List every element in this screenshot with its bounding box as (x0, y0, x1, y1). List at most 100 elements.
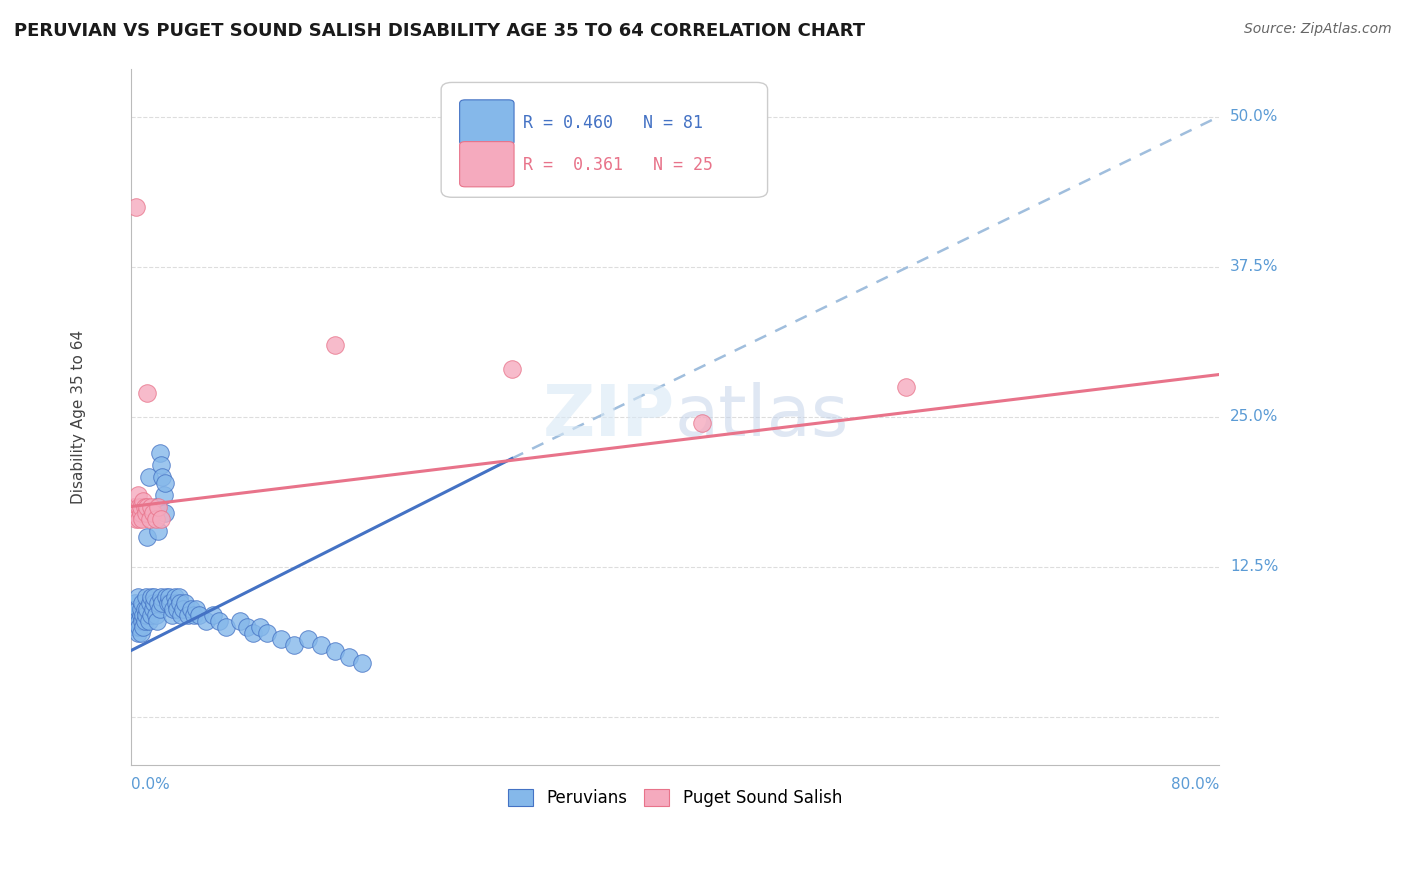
Point (136, 500, 159, 514)
Point (162, 601, 184, 615)
Text: ZIP: ZIP (543, 382, 675, 451)
Text: Disability Age 35 to 64: Disability Age 35 to 64 (72, 329, 86, 504)
Point (125, 511, 148, 525)
Point (122, 500, 145, 514)
Point (235, 619, 257, 633)
Point (172, 601, 194, 615)
Point (156, 595, 179, 609)
Point (186, 601, 208, 615)
Point (256, 625, 278, 640)
Point (127, 487, 149, 501)
Point (169, 595, 191, 609)
Point (136, 601, 159, 615)
Point (148, 524, 170, 538)
Point (150, 469, 173, 483)
Point (150, 595, 173, 609)
Point (183, 607, 205, 622)
Point (352, 656, 374, 670)
Point (323, 643, 346, 657)
Point (146, 614, 169, 628)
Point (229, 614, 252, 628)
Point (136, 385, 159, 400)
Point (215, 619, 238, 633)
Point (159, 595, 181, 609)
Point (124, 595, 146, 609)
Legend: Peruvians, Puget Sound Salish: Peruvians, Puget Sound Salish (501, 780, 851, 815)
Point (139, 595, 162, 609)
Point (153, 475, 176, 490)
Point (149, 458, 172, 472)
Point (160, 607, 183, 622)
FancyBboxPatch shape (460, 100, 515, 145)
Point (139, 506, 162, 520)
Point (138, 614, 160, 628)
FancyBboxPatch shape (460, 142, 515, 186)
Point (177, 607, 200, 622)
Point (136, 529, 159, 543)
Point (141, 607, 163, 622)
Point (132, 493, 155, 508)
Point (142, 601, 165, 615)
Point (148, 500, 170, 514)
Point (297, 632, 319, 646)
Point (125, 200, 148, 214)
Text: 37.5%: 37.5% (1230, 259, 1278, 274)
Point (124, 506, 146, 520)
Point (141, 500, 163, 514)
Point (135, 506, 157, 520)
Point (896, 379, 918, 393)
Point (124, 619, 146, 633)
Point (135, 607, 157, 622)
Point (122, 607, 145, 622)
Point (132, 607, 155, 622)
Point (125, 601, 148, 615)
Text: 80.0%: 80.0% (1171, 777, 1219, 791)
Point (132, 619, 155, 633)
Point (180, 601, 202, 615)
Point (242, 625, 264, 640)
Point (131, 511, 153, 525)
Point (149, 445, 172, 459)
Point (270, 632, 292, 646)
Point (128, 511, 150, 525)
Point (131, 614, 153, 628)
Point (149, 511, 172, 525)
Point (145, 607, 167, 622)
Point (131, 595, 153, 609)
Point (127, 601, 149, 615)
Text: PERUVIAN VS PUGET SOUND SALISH DISABILITY AGE 35 TO 64 CORRELATION CHART: PERUVIAN VS PUGET SOUND SALISH DISABILIT… (14, 22, 865, 40)
Point (139, 511, 162, 525)
Point (323, 337, 346, 351)
Text: R =  0.361   N = 25: R = 0.361 N = 25 (523, 155, 713, 174)
Point (283, 638, 305, 652)
Text: 25.0%: 25.0% (1230, 409, 1278, 424)
Point (138, 469, 160, 483)
Point (166, 601, 188, 615)
Text: 12.5%: 12.5% (1230, 559, 1278, 574)
FancyBboxPatch shape (441, 82, 768, 197)
Point (134, 601, 156, 615)
Text: atlas: atlas (675, 382, 849, 451)
Point (149, 590, 172, 604)
Point (129, 601, 152, 615)
Point (145, 511, 167, 525)
Text: 50.0%: 50.0% (1230, 109, 1278, 124)
Point (148, 595, 170, 609)
Point (165, 595, 187, 609)
Point (249, 619, 271, 633)
Point (201, 607, 224, 622)
Point (501, 361, 523, 376)
Point (167, 590, 190, 604)
Point (188, 607, 211, 622)
Point (149, 601, 172, 615)
Text: Source: ZipAtlas.com: Source: ZipAtlas.com (1244, 22, 1392, 37)
Point (129, 506, 152, 520)
Point (129, 625, 152, 640)
Point (127, 590, 149, 604)
Point (135, 590, 157, 604)
Point (129, 500, 152, 514)
Point (153, 506, 176, 520)
Point (155, 590, 177, 604)
Point (157, 590, 180, 604)
Point (129, 607, 152, 622)
